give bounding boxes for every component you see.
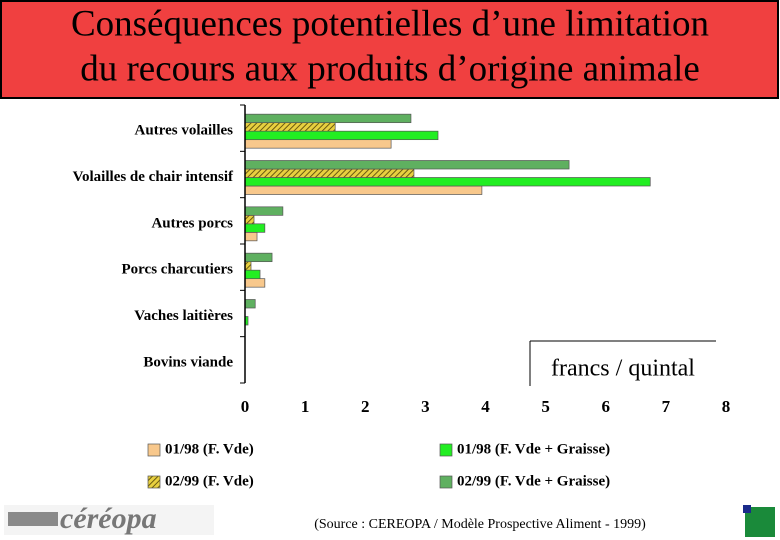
y-tick-label: Autres porcs — [151, 215, 233, 231]
bar — [244, 160, 570, 170]
x-tick-label: 3 — [421, 397, 430, 416]
legend-label: 02/99 (F. Vde) — [165, 473, 254, 489]
bar — [244, 278, 266, 288]
logo-mark — [8, 512, 58, 526]
x-tick-label: 2 — [361, 397, 370, 416]
bar — [244, 130, 439, 141]
bar — [244, 113, 412, 124]
title-box — [0, 0, 779, 99]
legend-swatch — [147, 475, 161, 489]
bar — [244, 269, 261, 280]
bar — [244, 223, 266, 233]
legend-label: 02/99 (F. Vde + Graisse) — [457, 473, 610, 489]
y-tick-label: Vaches laitières — [134, 308, 233, 324]
y-tick-label: Volailles de chair intensif — [73, 169, 234, 185]
title-line: du recours aux produits d’origine animal… — [80, 48, 700, 89]
annotation: francs / quintal — [551, 356, 695, 382]
x-tick-label: 8 — [722, 397, 731, 416]
legend-swatch — [439, 443, 453, 457]
bar — [244, 206, 284, 216]
bar — [244, 177, 651, 187]
y-tick-label: Porcs charcutiers — [122, 262, 234, 278]
legend-label: 01/98 (F. Vde + Graisse) — [457, 441, 610, 457]
source: (Source : CEREOPA / Modèle Prospective A… — [314, 517, 646, 532]
legend-swatch — [147, 443, 161, 457]
x-tick-label: 7 — [662, 397, 671, 416]
bar — [244, 122, 336, 132]
bar — [244, 139, 392, 149]
y-tick-label: Bovins viande — [143, 354, 233, 370]
legend-swatch — [439, 475, 453, 489]
bar — [244, 231, 258, 242]
title-line: Conséquences potentielles d’une limitati… — [71, 3, 709, 44]
bar — [244, 252, 273, 263]
x-tick-label: 4 — [481, 397, 490, 416]
bar — [244, 299, 256, 309]
x-tick-label: 1 — [301, 397, 310, 416]
legend-label: 01/98 (F. Vde) — [165, 441, 254, 457]
x-tick-label: 6 — [602, 397, 611, 416]
bar — [244, 214, 255, 225]
logo-text: céréopa — [60, 502, 157, 535]
bar — [244, 168, 415, 178]
y-tick-label: Autres volailles — [135, 123, 234, 139]
corner-logo-dot — [743, 505, 751, 513]
x-tick-label: 5 — [541, 397, 550, 416]
bar — [244, 185, 483, 195]
x-tick-label: 0 — [241, 397, 250, 416]
bar — [244, 261, 252, 271]
annotation-box — [530, 340, 716, 386]
